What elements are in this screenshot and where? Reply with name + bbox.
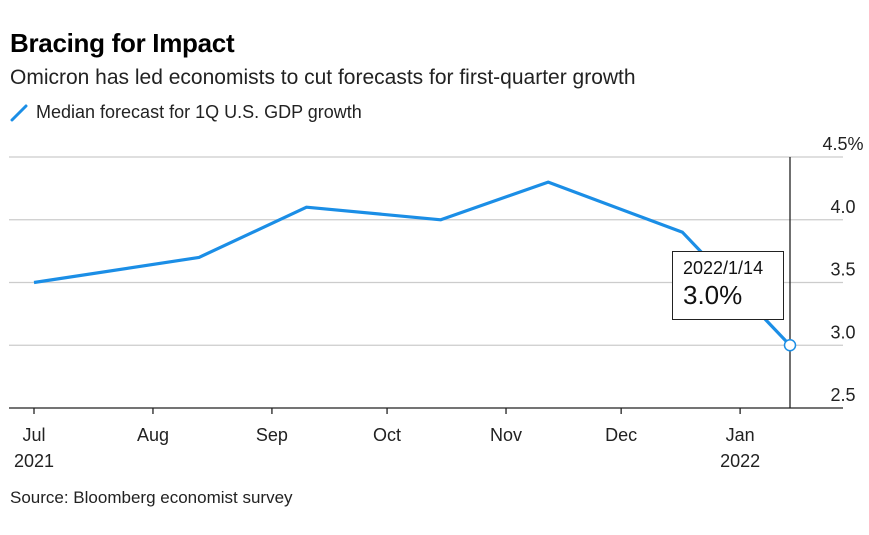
- legend-label: Median forecast for 1Q U.S. GDP growth: [36, 102, 362, 122]
- x-tick-label: Jan: [726, 425, 755, 445]
- tooltip: 2022/1/14 3.0%: [672, 251, 784, 320]
- chart-subtitle: Omicron has led economists to cut foreca…: [10, 66, 636, 89]
- tooltip-date: 2022/1/14: [683, 258, 764, 278]
- x-tick-label: Dec: [605, 425, 637, 445]
- x-tick-label: Nov: [490, 425, 522, 445]
- y-tick-label: 3.5: [830, 260, 855, 280]
- x-tick-label: Oct: [373, 425, 401, 445]
- y-axis-ticks: 4.5% 4.0 3.5 3.0 2.5: [822, 134, 863, 405]
- x-tick-year-label: 2021: [14, 451, 54, 471]
- y-tick-label: 4.0: [830, 197, 855, 217]
- x-axis-ticks: Jul 2021 Aug Sep Oct Nov Dec Jan 2022: [14, 408, 760, 471]
- x-tick-label: Jul: [22, 425, 45, 445]
- legend-line-icon: [10, 104, 28, 121]
- x-tick-year-label: 2022: [720, 451, 760, 471]
- hover-point-marker: [783, 339, 797, 352]
- y-tick-label: 3.0: [830, 322, 855, 342]
- x-tick-label: Aug: [137, 425, 169, 445]
- y-tick-label: 2.5: [830, 385, 855, 405]
- y-tick-label: 4.5%: [822, 134, 863, 154]
- x-tick-label: Sep: [256, 425, 288, 445]
- chart-title: Bracing for Impact: [10, 28, 235, 58]
- tooltip-value: 3.0%: [683, 280, 743, 310]
- legend: Median forecast for 1Q U.S. GDP growth: [10, 102, 362, 123]
- source-note: Source: Bloomberg economist survey: [10, 488, 293, 507]
